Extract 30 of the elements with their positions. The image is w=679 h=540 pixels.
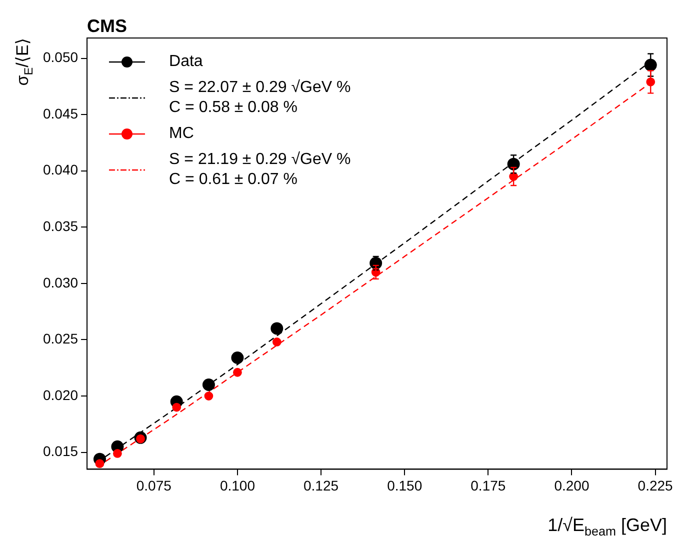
- y-tick-label: 0.050: [42, 49, 78, 66]
- x-tick-label: 0.100: [220, 477, 256, 494]
- x-tick-label: 0.125: [304, 477, 339, 494]
- y-tick-label: 0.040: [42, 162, 78, 178]
- legend-label: S = 22.07 ± 0.29 √GeV % C = 0.58 ± 0.08 %: [169, 78, 351, 118]
- point: [272, 338, 282, 346]
- legend-label: S = 21.19 ± 0.29 √GeV % C = 0.61 ± 0.07 %: [169, 150, 351, 190]
- y-tick-label: 0.045: [42, 105, 78, 122]
- point: [172, 402, 182, 412]
- point: [95, 459, 104, 468]
- point: [202, 378, 215, 392]
- point: [231, 351, 244, 364]
- x-tick-label: 0.175: [470, 477, 506, 494]
- point: [204, 392, 214, 400]
- legend-label: MC: [169, 124, 194, 144]
- y-tick-label: 0.020: [42, 386, 78, 403]
- legend-label: Data: [169, 52, 203, 72]
- y-tick-label: 0.025: [42, 330, 78, 347]
- chart-title: CMS: [87, 16, 128, 36]
- point: [113, 448, 122, 458]
- y-tick-label: 0.015: [42, 443, 78, 460]
- point: [270, 322, 284, 335]
- y-tick-label: 0.030: [42, 274, 78, 290]
- x-tick-label: 0.225: [638, 477, 674, 494]
- x-tick-label: 0.075: [136, 477, 172, 494]
- x-tick-label: 0.150: [387, 477, 422, 494]
- y-axis-title: σE/⟨E⟩: [13, 38, 36, 86]
- point: [233, 368, 242, 377]
- x-tick-label: 0.200: [554, 477, 590, 494]
- y-tick-label: 0.035: [42, 218, 78, 234]
